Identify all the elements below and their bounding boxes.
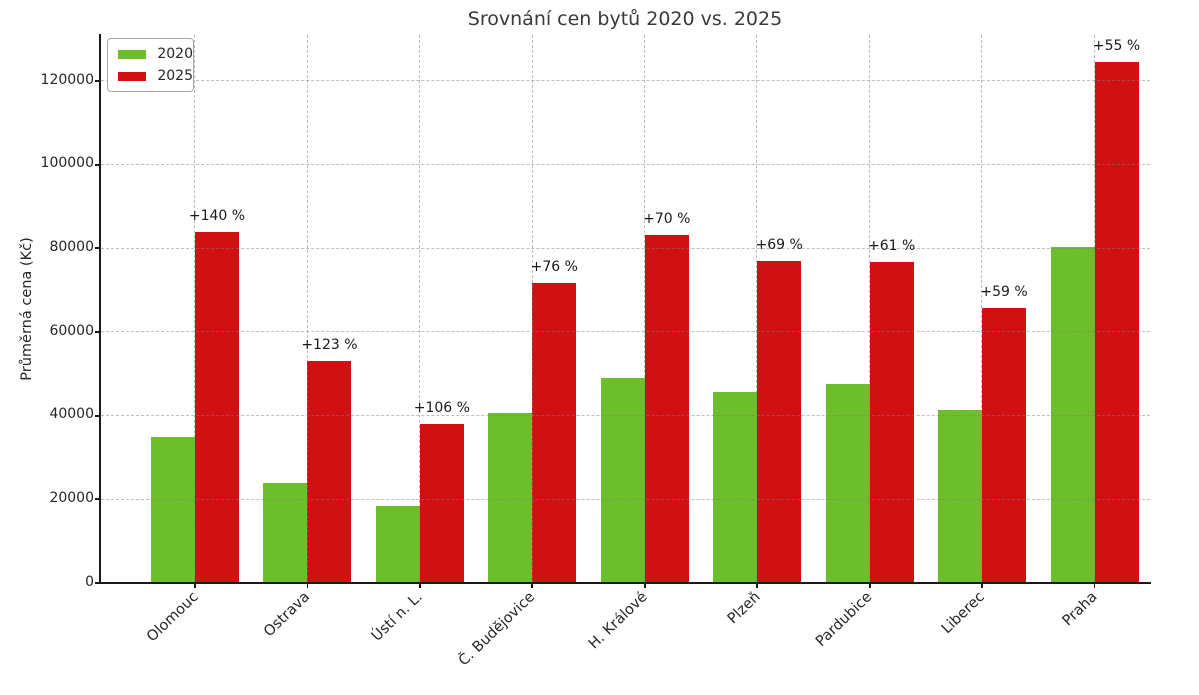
annotation-label: +106 % <box>413 400 470 417</box>
x-tick-label: Praha <box>1059 589 1101 630</box>
bar-2020-Ústí n. L. <box>375 506 420 583</box>
bar-2020-Ostrava <box>263 483 308 583</box>
y-gridline <box>101 331 1150 333</box>
x-tick-mark <box>418 583 421 588</box>
bar-2025-Č. Budějovice <box>532 283 577 583</box>
legend: 2020 2025 <box>107 38 194 92</box>
x-gridline <box>868 35 870 583</box>
bar-2020-Liberec <box>938 409 983 583</box>
bar-2025-Plzeň <box>757 260 802 583</box>
annotation-label: +61 % <box>867 238 916 255</box>
y-tick-label: 60000 <box>49 322 94 339</box>
y-tick-mark <box>95 582 100 584</box>
x-gridline <box>756 35 758 583</box>
bar-2025-Ústí n. L. <box>419 424 464 583</box>
legend-item-2025: 2025 <box>118 65 193 87</box>
x-gridline <box>306 35 308 583</box>
x-tick-label: Liberec <box>939 589 989 638</box>
x-gridline <box>531 35 533 583</box>
x-tick-mark <box>756 583 759 588</box>
y-tick-label: 0 <box>85 573 94 590</box>
y-gridline <box>101 163 1150 165</box>
bar-2025-Pardubice <box>869 262 914 583</box>
x-tick-mark <box>1093 583 1096 588</box>
x-tick-label: Č. Budějovice <box>456 589 539 670</box>
x-gridline <box>419 35 421 583</box>
annotation-label: +59 % <box>980 283 1028 300</box>
x-tick-mark <box>981 583 983 588</box>
y-gridline <box>101 80 1150 82</box>
legend-label-2020: 2020 <box>157 46 193 62</box>
y-gridline <box>101 247 1150 249</box>
x-tick-mark <box>306 583 309 588</box>
x-gridline <box>194 35 196 583</box>
legend-swatch-2025 <box>118 71 147 81</box>
annotation-label: +76 % <box>530 259 578 276</box>
y-gridline <box>101 498 1150 500</box>
y-axis-label: Průměrná cena (Kč) <box>19 237 35 381</box>
plot-area: 2020 2025 +140 % +123 % +106 % +76 % +70 % +6… <box>101 35 1150 583</box>
annotation-label: +140 % <box>188 207 246 224</box>
annotation-label: +69 % <box>755 236 803 253</box>
legend-swatch-2020 <box>118 49 147 59</box>
bar-2020-Olomouc <box>151 436 195 583</box>
x-tick-mark <box>531 583 534 588</box>
y-tick-mark <box>95 80 100 82</box>
x-tick-label: Olomouc <box>143 589 202 646</box>
x-tick-label: Plzeň <box>724 589 764 628</box>
chart-title: Srovnání cen bytů 2020 vs. 2025 <box>467 8 783 30</box>
bar-2020-H. Králové <box>600 378 645 583</box>
x-tick-label: H. Králové <box>586 589 651 653</box>
y-tick-mark <box>95 163 100 166</box>
x-tick-mark <box>643 583 646 588</box>
annotation-label: +123 % <box>301 337 358 354</box>
bar-2025-Praha <box>1094 62 1139 583</box>
x-tick-label: Pardubice <box>813 589 876 650</box>
x-axis-spine <box>99 582 1151 584</box>
bar-2025-Liberec <box>982 307 1027 583</box>
bar-2025-Olomouc <box>195 231 239 583</box>
y-tick-mark <box>95 247 100 250</box>
bar-2020-Pardubice <box>825 383 870 583</box>
y-tick-mark <box>95 331 100 333</box>
y-tick-label: 20000 <box>49 489 94 506</box>
x-tick-mark <box>868 583 871 588</box>
bar-2020-Plzeň <box>713 392 758 583</box>
y-tick-mark <box>95 498 100 501</box>
bar-2025-H. Králové <box>644 234 689 583</box>
bar-2025-Ostrava <box>307 361 352 583</box>
y-tick-mark <box>95 414 100 417</box>
legend-label-2025: 2025 <box>157 68 193 84</box>
y-gridline <box>101 414 1150 416</box>
y-tick-label: 80000 <box>49 238 94 255</box>
legend-item-2020: 2020 <box>118 43 193 65</box>
annotation-label: +55 % <box>1092 38 1141 55</box>
y-tick-label: 120000 <box>40 71 94 88</box>
x-gridline <box>1093 35 1095 583</box>
x-gridline <box>981 35 983 583</box>
x-tick-mark <box>194 583 196 588</box>
y-tick-label: 40000 <box>49 406 94 423</box>
x-tick-label: Ústí n. L. <box>369 589 427 645</box>
annotation-label: +70 % <box>643 210 691 227</box>
bar-2020-Č. Budějovice <box>488 412 533 583</box>
x-gridline <box>644 35 645 583</box>
y-tick-label: 100000 <box>40 155 94 172</box>
y-axis-spine <box>99 34 101 584</box>
x-tick-label: Ostrava <box>261 589 314 641</box>
